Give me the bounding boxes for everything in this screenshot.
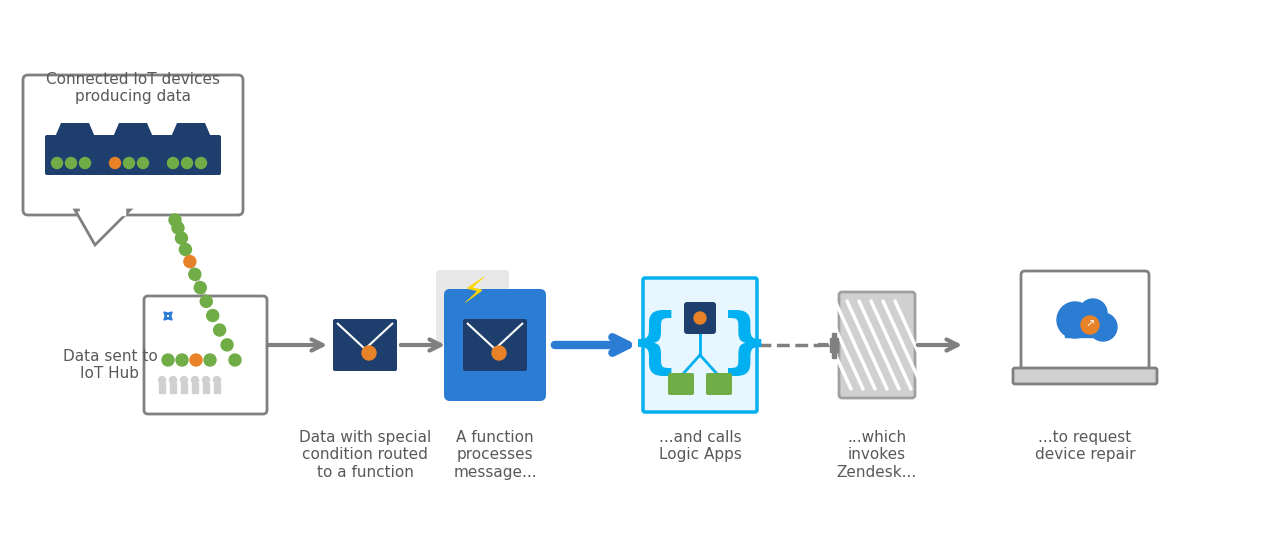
- Polygon shape: [113, 123, 153, 137]
- Circle shape: [195, 281, 206, 294]
- Circle shape: [229, 354, 241, 366]
- FancyBboxPatch shape: [334, 319, 397, 371]
- Bar: [830, 338, 838, 352]
- Circle shape: [123, 157, 135, 168]
- Text: Data with special
condition routed
to a function: Data with special condition routed to a …: [299, 430, 432, 480]
- Bar: [80, 205, 125, 215]
- Circle shape: [1057, 302, 1094, 338]
- Text: ...to request
device repair: ...to request device repair: [1035, 430, 1136, 463]
- Circle shape: [202, 377, 210, 383]
- Circle shape: [79, 157, 90, 168]
- Bar: [202, 383, 209, 393]
- Circle shape: [169, 214, 181, 226]
- Bar: [833, 333, 836, 339]
- Circle shape: [176, 232, 187, 244]
- Circle shape: [222, 339, 233, 351]
- Circle shape: [190, 354, 202, 366]
- Circle shape: [200, 295, 213, 307]
- Text: ...and calls
Logic Apps: ...and calls Logic Apps: [658, 430, 741, 463]
- Bar: [833, 352, 836, 358]
- Circle shape: [181, 377, 187, 383]
- FancyBboxPatch shape: [707, 373, 732, 395]
- Bar: [171, 383, 176, 393]
- Circle shape: [182, 157, 192, 168]
- Circle shape: [214, 377, 220, 383]
- Circle shape: [168, 157, 178, 168]
- FancyBboxPatch shape: [684, 302, 715, 334]
- FancyBboxPatch shape: [45, 135, 104, 175]
- Circle shape: [1081, 316, 1099, 334]
- Bar: [159, 383, 165, 393]
- Text: {: {: [629, 310, 681, 379]
- Bar: [192, 383, 199, 393]
- Text: A function
processes
message...: A function processes message...: [453, 430, 537, 480]
- FancyBboxPatch shape: [1013, 368, 1157, 384]
- Text: Data sent to
IoT Hub: Data sent to IoT Hub: [62, 349, 158, 381]
- FancyBboxPatch shape: [839, 292, 915, 398]
- Text: }: }: [719, 310, 770, 379]
- Circle shape: [65, 157, 76, 168]
- Circle shape: [694, 312, 707, 324]
- Circle shape: [183, 255, 196, 268]
- FancyBboxPatch shape: [23, 75, 243, 215]
- FancyBboxPatch shape: [643, 278, 757, 412]
- Circle shape: [1088, 313, 1116, 341]
- Circle shape: [214, 324, 225, 336]
- FancyBboxPatch shape: [144, 296, 267, 414]
- Bar: [181, 383, 187, 393]
- FancyBboxPatch shape: [103, 135, 163, 175]
- Circle shape: [1080, 299, 1108, 327]
- Circle shape: [169, 377, 177, 383]
- Circle shape: [191, 377, 199, 383]
- Text: ...which
invokes
Zendesk...: ...which invokes Zendesk...: [836, 430, 917, 480]
- Text: Connected IoT devices
producing data: Connected IoT devices producing data: [46, 72, 220, 104]
- Circle shape: [159, 377, 165, 383]
- Text: ↗: ↗: [1086, 320, 1095, 330]
- Circle shape: [179, 243, 191, 255]
- Circle shape: [362, 346, 376, 360]
- Polygon shape: [171, 123, 211, 137]
- FancyBboxPatch shape: [160, 135, 222, 175]
- Circle shape: [176, 354, 188, 366]
- Bar: [214, 383, 220, 393]
- Circle shape: [204, 354, 216, 366]
- Circle shape: [137, 157, 149, 168]
- Circle shape: [206, 310, 219, 321]
- Circle shape: [196, 157, 206, 168]
- FancyBboxPatch shape: [435, 270, 509, 343]
- Circle shape: [109, 157, 121, 168]
- FancyBboxPatch shape: [1021, 271, 1150, 374]
- Polygon shape: [55, 123, 95, 137]
- Bar: [1066, 317, 1110, 337]
- Circle shape: [162, 354, 174, 366]
- FancyBboxPatch shape: [444, 289, 546, 401]
- Circle shape: [491, 346, 505, 360]
- Circle shape: [172, 222, 185, 234]
- Circle shape: [188, 268, 201, 280]
- FancyBboxPatch shape: [668, 373, 694, 395]
- FancyBboxPatch shape: [463, 319, 527, 371]
- Text: ⚡: ⚡: [462, 276, 488, 310]
- Circle shape: [51, 157, 62, 168]
- Polygon shape: [75, 210, 130, 245]
